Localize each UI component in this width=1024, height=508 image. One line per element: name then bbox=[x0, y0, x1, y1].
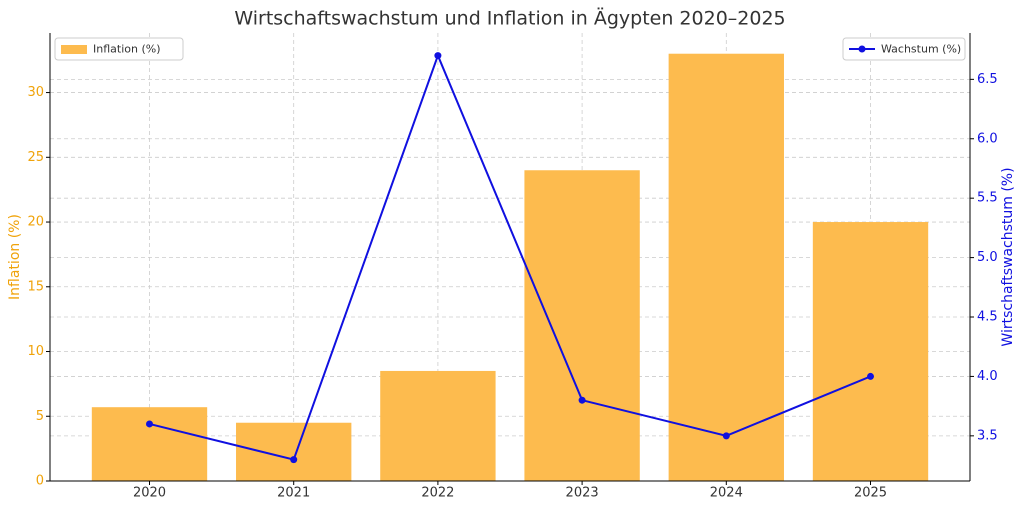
y2-axis-label: Wirtschaftswachstum (%) bbox=[1000, 167, 1016, 346]
y-tick-label: 30 bbox=[27, 85, 44, 100]
legend-label: Wachstum (%) bbox=[881, 43, 961, 56]
y2-tick-label: 5.5 bbox=[977, 191, 998, 206]
y2-tick-label: 6.0 bbox=[977, 131, 998, 146]
bar bbox=[380, 370, 496, 481]
y-tick-label: 25 bbox=[27, 150, 44, 165]
bar bbox=[668, 53, 784, 481]
marker bbox=[722, 432, 730, 440]
x-tick-label: 2021 bbox=[277, 486, 310, 501]
line bbox=[149, 52, 871, 461]
bar bbox=[91, 407, 208, 481]
legend-marker bbox=[858, 45, 866, 53]
bar bbox=[812, 222, 929, 481]
x-tick-label: 2022 bbox=[421, 486, 454, 501]
bar bbox=[524, 170, 640, 482]
legend: Inflation (%) bbox=[54, 37, 184, 61]
y2-tick-label: 4.5 bbox=[977, 310, 998, 325]
y-tick-label: 5 bbox=[36, 409, 44, 424]
legend-swatch bbox=[61, 45, 87, 54]
marker bbox=[867, 372, 875, 380]
y2-tick-label: 3.5 bbox=[977, 428, 998, 443]
y2-tick-label: 4.0 bbox=[977, 369, 998, 384]
x-tick-label: 2023 bbox=[566, 486, 599, 501]
y-tick-label: 15 bbox=[27, 279, 44, 294]
marker bbox=[290, 456, 298, 464]
marker bbox=[578, 396, 586, 404]
marker bbox=[145, 420, 153, 428]
marker bbox=[434, 52, 442, 60]
x-tick-label: 2020 bbox=[133, 486, 166, 501]
x-tick-label: 2025 bbox=[854, 486, 887, 501]
legend: Wachstum (%) bbox=[842, 37, 966, 61]
y-tick-label: 0 bbox=[36, 474, 44, 489]
legend-label: Inflation (%) bbox=[93, 43, 161, 56]
y2-tick-label: 5.0 bbox=[977, 250, 998, 265]
y-axis-label: Inflation (%) bbox=[7, 214, 23, 300]
y-tick-label: 10 bbox=[27, 344, 44, 359]
chart-title: Wirtschaftswachstum und Inflation in Ägy… bbox=[234, 7, 785, 30]
x-tick-label: 2024 bbox=[710, 486, 743, 501]
y-tick-label: 20 bbox=[27, 215, 44, 230]
bar bbox=[236, 422, 352, 481]
legend-box bbox=[842, 37, 966, 61]
legend-box bbox=[54, 37, 184, 61]
y2-tick-label: 6.5 bbox=[977, 72, 998, 87]
